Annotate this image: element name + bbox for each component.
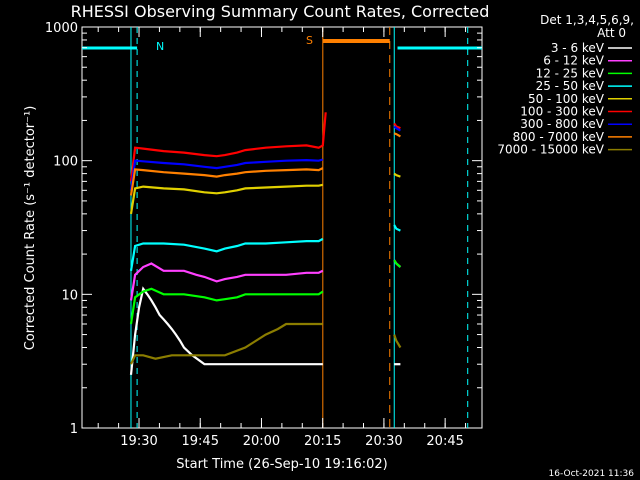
legend-label: 3 - 6 keV: [551, 41, 605, 55]
x-tick-label: 20:45: [426, 434, 463, 449]
series-line-300-800kev: [129, 158, 324, 191]
legend-label: 6 - 12 keV: [543, 54, 605, 68]
legend-label: 50 - 100 keV: [528, 92, 605, 106]
y-axis-label: Corrected Count Rate (s⁻¹ detector⁻¹): [23, 106, 38, 351]
legend-label: 7000 - 15000 keV: [497, 143, 604, 157]
x-tick-label: 20:30: [365, 434, 402, 449]
legend-label: 25 - 50 keV: [536, 79, 605, 93]
series-line-50-100kev: [393, 172, 401, 178]
series-line-6-12kev: [129, 262, 324, 301]
render-timestamp: 16-Oct-2021 11:36: [549, 469, 635, 479]
series-line-100-300kev: [393, 122, 401, 130]
y-tick-label: 1: [70, 422, 78, 437]
chart-title: RHESSI Observing Summary Count Rates, Co…: [71, 2, 490, 21]
legend-label: 100 - 300 keV: [520, 105, 604, 119]
x-tick-label: 19:30: [120, 434, 157, 449]
y-tick-label: 1000: [45, 21, 78, 36]
y-tick-label: 100: [53, 155, 78, 170]
legend-label: 300 - 800 keV: [520, 117, 604, 131]
series-line-50-100kev: [129, 183, 324, 215]
night-annotation-label: N: [156, 40, 164, 53]
series-line-7000-15000kev: [130, 322, 323, 365]
series-line-300-800kev: [393, 125, 401, 132]
legend-label: 12 - 25 keV: [536, 66, 605, 80]
series-line-7000-15000kev: [393, 334, 402, 349]
x-tick-label: 20:00: [243, 434, 280, 449]
x-axis-label: Start Time (26-Sep-10 19:16:02): [176, 457, 387, 472]
y-tick-label: 10: [61, 288, 78, 303]
series-line-800-7000kev: [129, 167, 324, 196]
axes: 1 10 100 1000 19:30 19:45 20:00 20:15 20:30 20:45: [45, 21, 482, 449]
series-line-100-300kev: [129, 112, 327, 182]
data-series: [129, 112, 402, 375]
legend-header-line2: Att 0: [597, 26, 626, 40]
x-tick-label: 20:15: [304, 434, 341, 449]
series-line-12-25kev: [129, 287, 324, 325]
legend-label: 800 - 7000 keV: [513, 130, 605, 144]
legend-header-line1: Det 1,3,4,5,6,9,: [540, 13, 634, 27]
series-line-12-25kev: [393, 259, 402, 268]
series-line-25-50kev: [393, 224, 401, 232]
x-tick-label: 19:45: [182, 434, 219, 449]
saa-annotation-label: S: [306, 34, 313, 47]
series-line-25-50kev: [129, 237, 324, 271]
orbit-markers: [82, 27, 482, 428]
series-line-800-7000kev: [393, 132, 401, 138]
